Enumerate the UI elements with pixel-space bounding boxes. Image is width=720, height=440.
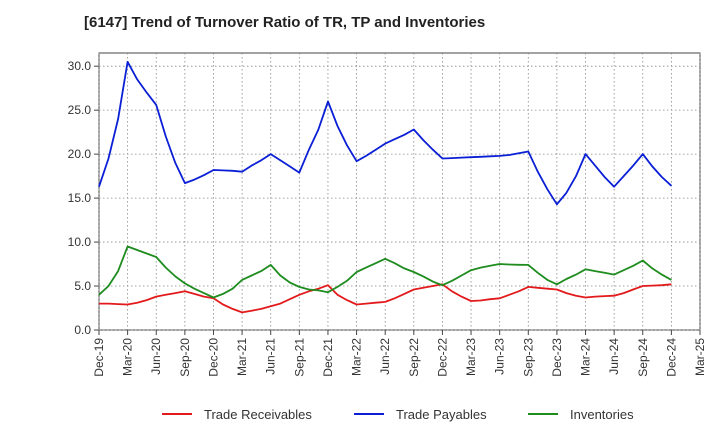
x-tick-label: Mar-24 (579, 338, 593, 376)
x-tick-label: Jun-22 (378, 338, 392, 375)
x-tick-label: Mar-22 (350, 338, 364, 376)
plot-frame (98, 52, 701, 331)
y-tick-label: 5.0 (74, 279, 91, 293)
y-tick-label: 25.0 (68, 103, 92, 117)
y-tick-label: 10.0 (68, 235, 92, 249)
x-tick-label: Jun-21 (264, 338, 278, 375)
series-line-trade-payables (98, 60, 673, 206)
x-tick-label: Mar-21 (235, 338, 249, 376)
x-tick-label: Dec-21 (321, 338, 335, 377)
x-tick-label: Jun-20 (149, 338, 163, 375)
y-tick-label: 15.0 (68, 191, 92, 205)
legend-label-trade-payables: Trade Payables (396, 407, 487, 422)
series-line-trade-receivables (99, 283, 672, 314)
x-tick-label: Dec-20 (206, 338, 220, 377)
x-tick-label: Dec-19 (92, 338, 106, 377)
chart-title: [6147] Trend of Turnover Ratio of TR, TP… (84, 14, 486, 31)
x-tick-label: Mar-20 (121, 338, 135, 376)
y-tick-label: 30.0 (68, 59, 92, 73)
legend-label-inventories: Inventories (570, 407, 634, 422)
x-tick-label: Sep-23 (521, 338, 535, 377)
x-tick-label: Sep-24 (636, 338, 650, 377)
y-tick-label: 20.0 (68, 147, 92, 161)
series-line-inventories (98, 245, 672, 299)
x-tick-label: Mar-25 (693, 338, 707, 376)
x-tick-label: Jun-24 (607, 338, 621, 375)
x-tick-label: Dec-24 (664, 338, 678, 377)
x-tick-label: Dec-22 (435, 338, 449, 377)
x-tick-label: Sep-21 (292, 338, 306, 377)
x-tick-label: Sep-20 (178, 338, 192, 377)
x-tick-label: Dec-23 (550, 338, 564, 377)
y-tick-label: 0.0 (74, 323, 91, 337)
x-tick-label: Jun-23 (493, 338, 507, 375)
x-tick-label: Sep-22 (407, 338, 421, 377)
x-tick-label: Mar-23 (464, 338, 478, 376)
legend-label-trade-receivables: Trade Receivables (204, 407, 312, 422)
